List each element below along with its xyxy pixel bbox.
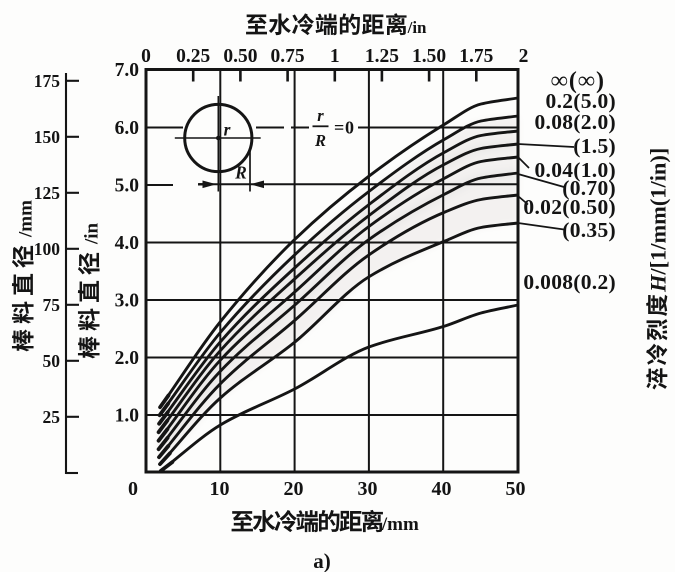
svg-text:0.04(1.0): 0.04(1.0) — [534, 158, 616, 182]
svg-text:0.008(0.2): 0.008(0.2) — [523, 270, 616, 294]
svg-text:r: r — [224, 120, 231, 140]
svg-text:0: 0 — [128, 478, 138, 500]
svg-text:0.08(2.0): 0.08(2.0) — [534, 110, 616, 134]
svg-text:30: 30 — [358, 478, 378, 500]
svg-text:10: 10 — [210, 478, 230, 500]
svg-text:(1.5): (1.5) — [573, 134, 616, 158]
svg-text:25: 25 — [43, 407, 61, 427]
svg-text:0.25: 0.25 — [176, 46, 210, 67]
svg-text:(0.70): (0.70) — [562, 176, 616, 200]
svg-text:0.02(0.50): 0.02(0.50) — [523, 195, 616, 219]
svg-text:2.0: 2.0 — [115, 348, 139, 369]
svg-text:175: 175 — [34, 71, 61, 91]
svg-text:50: 50 — [506, 478, 526, 500]
svg-text:1.75: 1.75 — [459, 46, 493, 67]
svg-text:1: 1 — [330, 46, 340, 67]
svg-text:6.0: 6.0 — [115, 118, 139, 139]
svg-text:∞(∞): ∞(∞) — [551, 68, 605, 94]
svg-text:1.0: 1.0 — [115, 406, 139, 427]
svg-text:3.0: 3.0 — [115, 291, 139, 312]
svg-text:100: 100 — [34, 239, 61, 259]
svg-text:2: 2 — [519, 46, 529, 67]
svg-text:0: 0 — [141, 46, 151, 67]
svg-text:r: r — [317, 106, 324, 125]
svg-text:40: 40 — [432, 478, 452, 500]
svg-text:7.0: 7.0 — [115, 60, 139, 81]
svg-text:125: 125 — [34, 183, 61, 203]
svg-text:a): a) — [313, 549, 331, 572]
svg-text:/mm: /mm — [16, 200, 37, 238]
svg-text:1.25: 1.25 — [365, 46, 399, 67]
svg-text:4.0: 4.0 — [115, 233, 139, 254]
svg-text:/mm: /mm — [381, 514, 419, 535]
svg-text:0.2(5.0): 0.2(5.0) — [546, 89, 616, 113]
svg-text:H/[1/mm(1/in)]: H/[1/mm(1/in)] — [645, 148, 670, 293]
svg-text:1.50: 1.50 — [412, 46, 446, 67]
svg-text:/in: /in — [82, 222, 103, 245]
svg-text:=: = — [334, 118, 344, 138]
svg-text:(0.35): (0.35) — [562, 218, 616, 242]
svg-text:0: 0 — [345, 118, 354, 138]
svg-text:75: 75 — [43, 295, 61, 315]
svg-text:0.50: 0.50 — [223, 46, 257, 67]
svg-text:/in: /in — [407, 18, 427, 37]
svg-text:20: 20 — [284, 478, 304, 500]
svg-text:150: 150 — [34, 127, 61, 147]
svg-text:50: 50 — [43, 351, 61, 371]
svg-text:R: R — [314, 131, 326, 150]
svg-text:0.75: 0.75 — [271, 46, 305, 67]
svg-text:R: R — [234, 163, 247, 183]
svg-text:5.0: 5.0 — [115, 176, 139, 197]
